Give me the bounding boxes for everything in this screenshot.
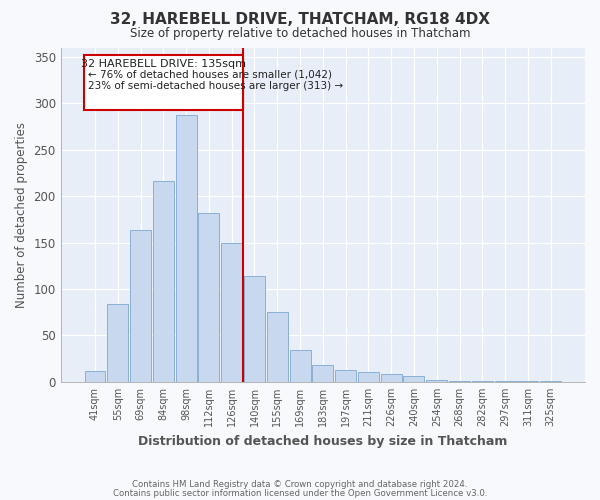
X-axis label: Distribution of detached houses by size in Thatcham: Distribution of detached houses by size … xyxy=(138,434,508,448)
Bar xyxy=(244,276,265,382)
Bar xyxy=(267,312,288,382)
Text: Contains HM Land Registry data © Crown copyright and database right 2024.: Contains HM Land Registry data © Crown c… xyxy=(132,480,468,489)
Bar xyxy=(358,372,379,382)
Text: Size of property relative to detached houses in Thatcham: Size of property relative to detached ho… xyxy=(130,28,470,40)
Bar xyxy=(153,182,174,382)
Bar xyxy=(472,381,493,382)
Bar xyxy=(107,304,128,382)
Bar xyxy=(176,116,197,382)
Text: 32, HAREBELL DRIVE, THATCHAM, RG18 4DX: 32, HAREBELL DRIVE, THATCHAM, RG18 4DX xyxy=(110,12,490,28)
Bar xyxy=(83,55,243,110)
Bar xyxy=(335,370,356,382)
Bar xyxy=(403,376,424,382)
Bar xyxy=(130,230,151,382)
Y-axis label: Number of detached properties: Number of detached properties xyxy=(15,122,28,308)
Bar xyxy=(449,381,470,382)
Bar xyxy=(85,371,106,382)
Text: 32 HAREBELL DRIVE: 135sqm: 32 HAREBELL DRIVE: 135sqm xyxy=(81,58,246,68)
Bar xyxy=(426,380,447,382)
Bar xyxy=(199,213,220,382)
Bar xyxy=(221,242,242,382)
Bar xyxy=(290,350,311,382)
Text: 23% of semi-detached houses are larger (313) →: 23% of semi-detached houses are larger (… xyxy=(88,81,343,91)
Bar xyxy=(494,381,515,382)
Text: ← 76% of detached houses are smaller (1,042): ← 76% of detached houses are smaller (1,… xyxy=(88,70,332,80)
Bar xyxy=(381,374,401,382)
Text: Contains public sector information licensed under the Open Government Licence v3: Contains public sector information licen… xyxy=(113,488,487,498)
Bar xyxy=(517,381,538,382)
Bar xyxy=(540,381,561,382)
Bar xyxy=(313,365,334,382)
